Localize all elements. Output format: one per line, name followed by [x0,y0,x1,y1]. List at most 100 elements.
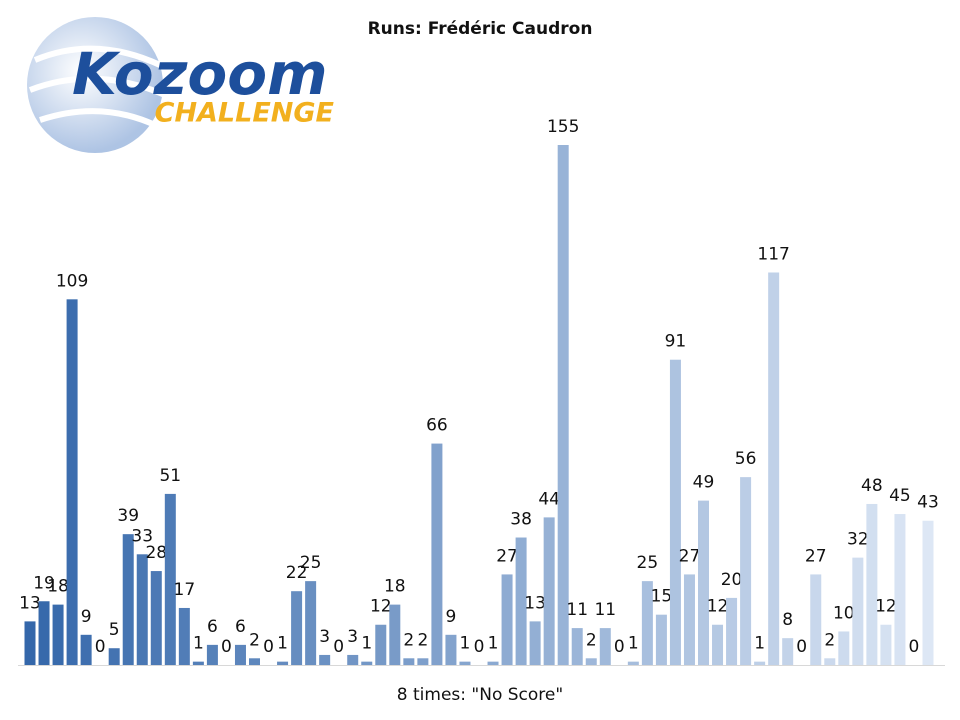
bar [403,658,415,665]
logo: Kozoom CHALLENGE [27,17,335,153]
bar [417,658,429,665]
data-label: 10 [833,603,855,623]
data-label: 0 [333,637,344,657]
bar [641,581,653,665]
data-label: 25 [300,553,322,573]
data-label: 2 [403,630,414,650]
data-label: 6 [235,617,246,637]
bar [740,477,752,665]
data-label: 109 [56,271,88,291]
data-label: 20 [721,570,743,590]
data-label: 27 [679,546,701,566]
data-label: 66 [426,416,448,436]
bar [178,607,190,665]
bar [726,597,738,665]
bar [599,628,611,665]
bar [669,359,681,665]
data-label: 13 [19,593,41,613]
bar [319,654,331,665]
bar [543,517,555,665]
data-label: 0 [263,637,274,657]
bar [66,299,78,665]
bar [880,624,892,665]
data-label: 12 [707,597,729,617]
data-label: 6 [207,617,218,637]
data-label: 1 [628,634,639,654]
bar [108,648,120,665]
bar [122,534,134,665]
data-label: 0 [221,637,232,657]
data-label: 15 [651,587,673,607]
data-label: 0 [474,637,485,657]
data-label: 25 [637,553,659,573]
bar [501,574,513,665]
logo-swoosh [28,45,167,128]
bar [389,604,401,665]
data-label: 28 [145,543,167,563]
bar [852,557,864,665]
data-label: 5 [109,620,120,640]
data-label: 19 [33,573,55,593]
data-label: 44 [538,489,560,509]
data-label: 2 [824,630,835,650]
logo-name: Kozoom [72,40,328,108]
data-label: 48 [861,476,883,496]
data-label: 8 [782,610,793,630]
data-label: 51 [159,466,181,486]
bar [627,661,639,665]
chart-title: Runs: Frédéric Caudron [368,19,593,39]
data-label: 3 [319,627,330,647]
bar [38,601,50,665]
data-label: 1 [460,634,471,654]
data-label: 1 [488,634,499,654]
data-label: 32 [847,530,869,550]
bar [249,658,260,665]
bar [24,621,36,665]
data-label: 0 [909,637,920,657]
data-label: 18 [47,577,69,597]
data-label: 0 [796,637,807,657]
data-label: 11 [594,600,616,620]
data-label: 45 [889,486,911,506]
bar [529,621,541,665]
data-label: 18 [384,577,406,597]
data-label: 43 [917,493,939,513]
bar [768,272,780,665]
data-label: 17 [174,580,196,600]
data-label: 155 [547,117,579,137]
bar [571,628,583,665]
bar [557,145,569,665]
bar [824,658,836,665]
data-label: 49 [693,473,715,493]
data-label: 117 [757,244,789,264]
logo-subtitle: CHALLENGE [155,98,335,129]
bar [234,644,246,665]
bar [445,634,457,665]
bar [754,661,766,665]
bar [192,661,204,665]
bar [712,624,724,665]
data-label: 39 [117,506,139,526]
bar [487,661,499,665]
bar [922,520,934,665]
bar [164,493,176,665]
bar [361,661,373,665]
bar [866,503,878,665]
data-label: 2 [249,630,260,650]
data-label: 11 [566,600,588,620]
data-label: 22 [286,563,308,583]
bar [585,658,597,665]
bar [347,654,359,665]
bar [459,661,471,665]
bar [80,634,92,665]
data-label: 27 [805,546,827,566]
bar [683,574,695,665]
data-label: 9 [446,607,457,627]
data-label: 27 [496,546,518,566]
data-label: 33 [131,526,153,546]
bar [655,614,667,665]
data-label: 1 [361,634,372,654]
bar [838,631,850,665]
data-label: 91 [665,332,687,352]
